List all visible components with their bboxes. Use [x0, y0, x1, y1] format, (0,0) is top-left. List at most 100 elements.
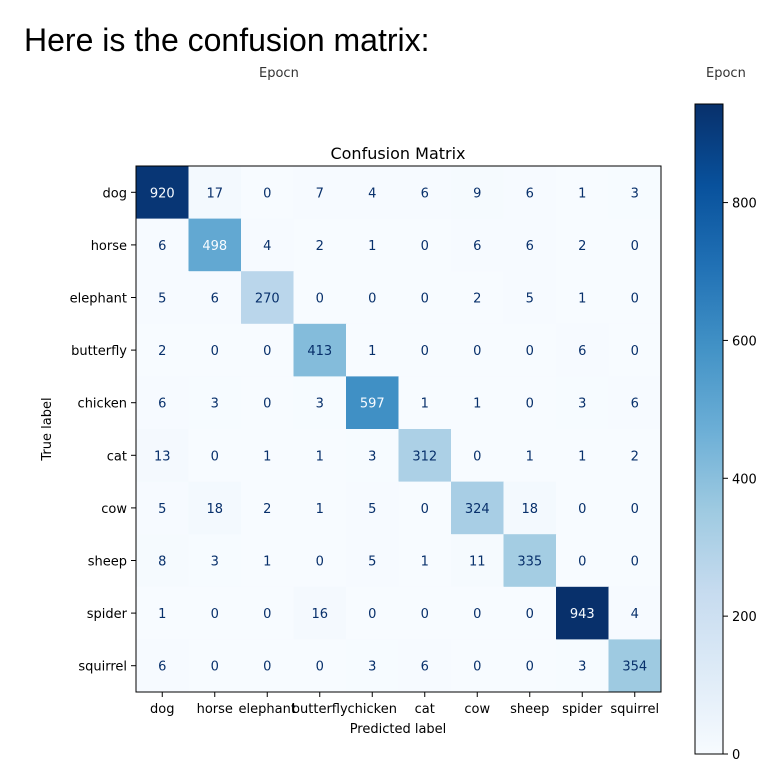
matrix-cell: [451, 376, 504, 430]
matrix-cell: [346, 586, 399, 640]
matrix-cell: [608, 218, 662, 272]
matrix-cell: [188, 271, 242, 325]
matrix-cell: [346, 481, 399, 535]
matrix-cell: [136, 323, 189, 377]
colorbar-tick-label: 400: [732, 472, 757, 487]
matrix-cell: [346, 323, 399, 377]
colorbar: [694, 103, 724, 755]
matrix-cell: [346, 218, 399, 272]
matrix-cell: [451, 429, 504, 483]
matrix-cell: [188, 323, 242, 377]
matrix-cell: [503, 639, 557, 693]
cell-value-label: 0: [421, 292, 429, 307]
cell-value-label: 1: [158, 607, 166, 622]
matrix-cell: [503, 218, 557, 272]
matrix-cell: [556, 534, 609, 588]
cell-value-label: 4: [368, 186, 376, 201]
matrix-cell: [293, 429, 347, 483]
cell-value-label: 6: [526, 239, 534, 254]
cell-value-label: 0: [578, 502, 586, 517]
matrix-cell: [398, 429, 452, 483]
matrix-cell: [503, 376, 557, 430]
cell-value-labels: 920 17 0 7 4 6 9 6 1 36 498 4 2 1 0 6 6 2 05 6 270 0 0 0 2 5 1 02 0 0…: [150, 186, 647, 674]
matrix-cell: [451, 534, 504, 588]
matrix-cell: [398, 534, 452, 588]
cell-value-label: 1: [578, 292, 586, 307]
cell-value-label: 2: [578, 239, 586, 254]
matrix-cell: [293, 586, 347, 640]
cell-value-label: 0: [263, 344, 271, 359]
x-tick-label: horse: [197, 702, 233, 717]
cell-value-label: 4: [631, 607, 639, 622]
y-tick-label: horse: [91, 239, 127, 254]
matrix-cell: [188, 218, 242, 272]
cell-value-label: 18: [206, 502, 223, 517]
matrix-cell: [398, 481, 452, 535]
cell-value-label: 0: [473, 344, 481, 359]
matrix-cell: [398, 376, 452, 430]
matrix-cell: [503, 323, 557, 377]
matrix-cell: [451, 639, 504, 693]
cell-value-label: 1: [263, 449, 271, 464]
y-axis-ticks: dog horse elephant butterfly chicken cat cow sh…: [70, 186, 136, 675]
cell-value-label: 4: [263, 239, 271, 254]
matrix-cell: [556, 429, 609, 483]
matrix-cell: [241, 323, 294, 377]
matrix-cell: [503, 166, 557, 220]
cell-value-label: 0: [526, 607, 534, 622]
matrix-cell: [293, 639, 347, 693]
cell-value-label: 7: [316, 186, 324, 201]
matrix-cell: [293, 534, 347, 588]
y-tick-label: elephant: [70, 292, 127, 307]
cell-value-label: 3: [368, 449, 376, 464]
matrix-cell: [293, 323, 347, 377]
x-axis-label: Predicted label: [350, 722, 447, 737]
cell-value-label: 6: [473, 239, 481, 254]
cell-value-label: 0: [421, 239, 429, 254]
matrix-cell: [241, 534, 294, 588]
cell-value-label: 0: [368, 607, 376, 622]
cell-value-label: 6: [578, 344, 586, 359]
matrix-cell: [241, 218, 294, 272]
cell-value-label: 0: [473, 660, 481, 675]
cell-value-label: 3: [631, 186, 639, 201]
cell-value-label: 3: [578, 397, 586, 412]
cell-value-label: 3: [316, 397, 324, 412]
matrix-cell: [398, 271, 452, 325]
cell-value-label: 0: [263, 607, 271, 622]
x-tick-label: squirrel: [610, 702, 659, 717]
y-tick-label: squirrel: [78, 660, 127, 675]
matrix-cell: [136, 639, 189, 693]
matrix-cell: [346, 429, 399, 483]
matrix-cell: [241, 376, 294, 430]
cell-value-label: 2: [158, 344, 166, 359]
matrix-cell: [346, 271, 399, 325]
cell-value-label: 5: [158, 292, 166, 307]
y-tick-label: cat: [107, 449, 127, 464]
matrix-cell: [556, 271, 609, 325]
cell-value-label: 324: [465, 502, 490, 517]
cell-value-label: 1: [421, 397, 429, 412]
matrix-cell: [451, 271, 504, 325]
matrix-cell: [241, 166, 294, 220]
matrix-cell: [556, 481, 609, 535]
cell-value-label: 0: [631, 344, 639, 359]
matrix-cell: [608, 534, 662, 588]
cell-value-label: 335: [517, 555, 542, 570]
matrix-cell: [451, 481, 504, 535]
cell-value-label: 5: [526, 292, 534, 307]
cell-value-label: 0: [263, 186, 271, 201]
matrix-cell: [188, 481, 242, 535]
y-tick-label: cow: [101, 502, 127, 517]
colorbar-ticks: 0 200 400 600 800: [723, 197, 757, 763]
x-tick-label: dog: [150, 702, 174, 717]
matrix-cell: [188, 166, 242, 220]
matrix-cell: [293, 481, 347, 535]
cell-value-label: 312: [412, 449, 437, 464]
matrix-cell: [293, 166, 347, 220]
matrix-cell: [293, 376, 347, 430]
cell-value-label: 6: [211, 292, 219, 307]
matrix-cell: [398, 166, 452, 220]
matrix-cell: [136, 429, 189, 483]
